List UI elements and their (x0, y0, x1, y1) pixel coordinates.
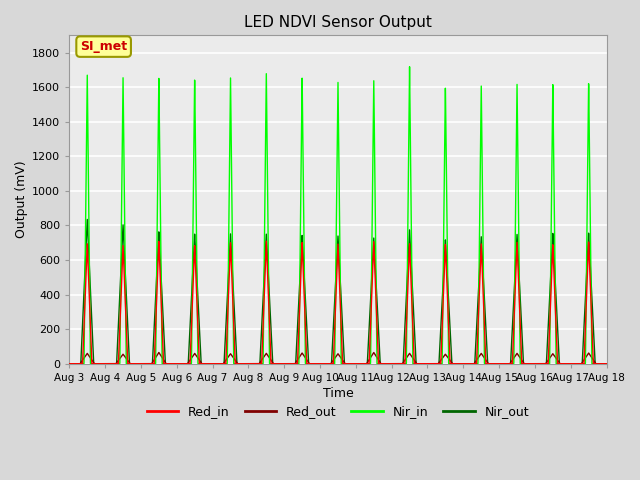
X-axis label: Time: Time (323, 387, 353, 400)
Legend: Red_in, Red_out, Nir_in, Nir_out: Red_in, Red_out, Nir_in, Nir_out (141, 400, 534, 423)
Title: LED NDVI Sensor Output: LED NDVI Sensor Output (244, 15, 432, 30)
Text: SI_met: SI_met (80, 40, 127, 53)
Y-axis label: Output (mV): Output (mV) (15, 161, 28, 239)
